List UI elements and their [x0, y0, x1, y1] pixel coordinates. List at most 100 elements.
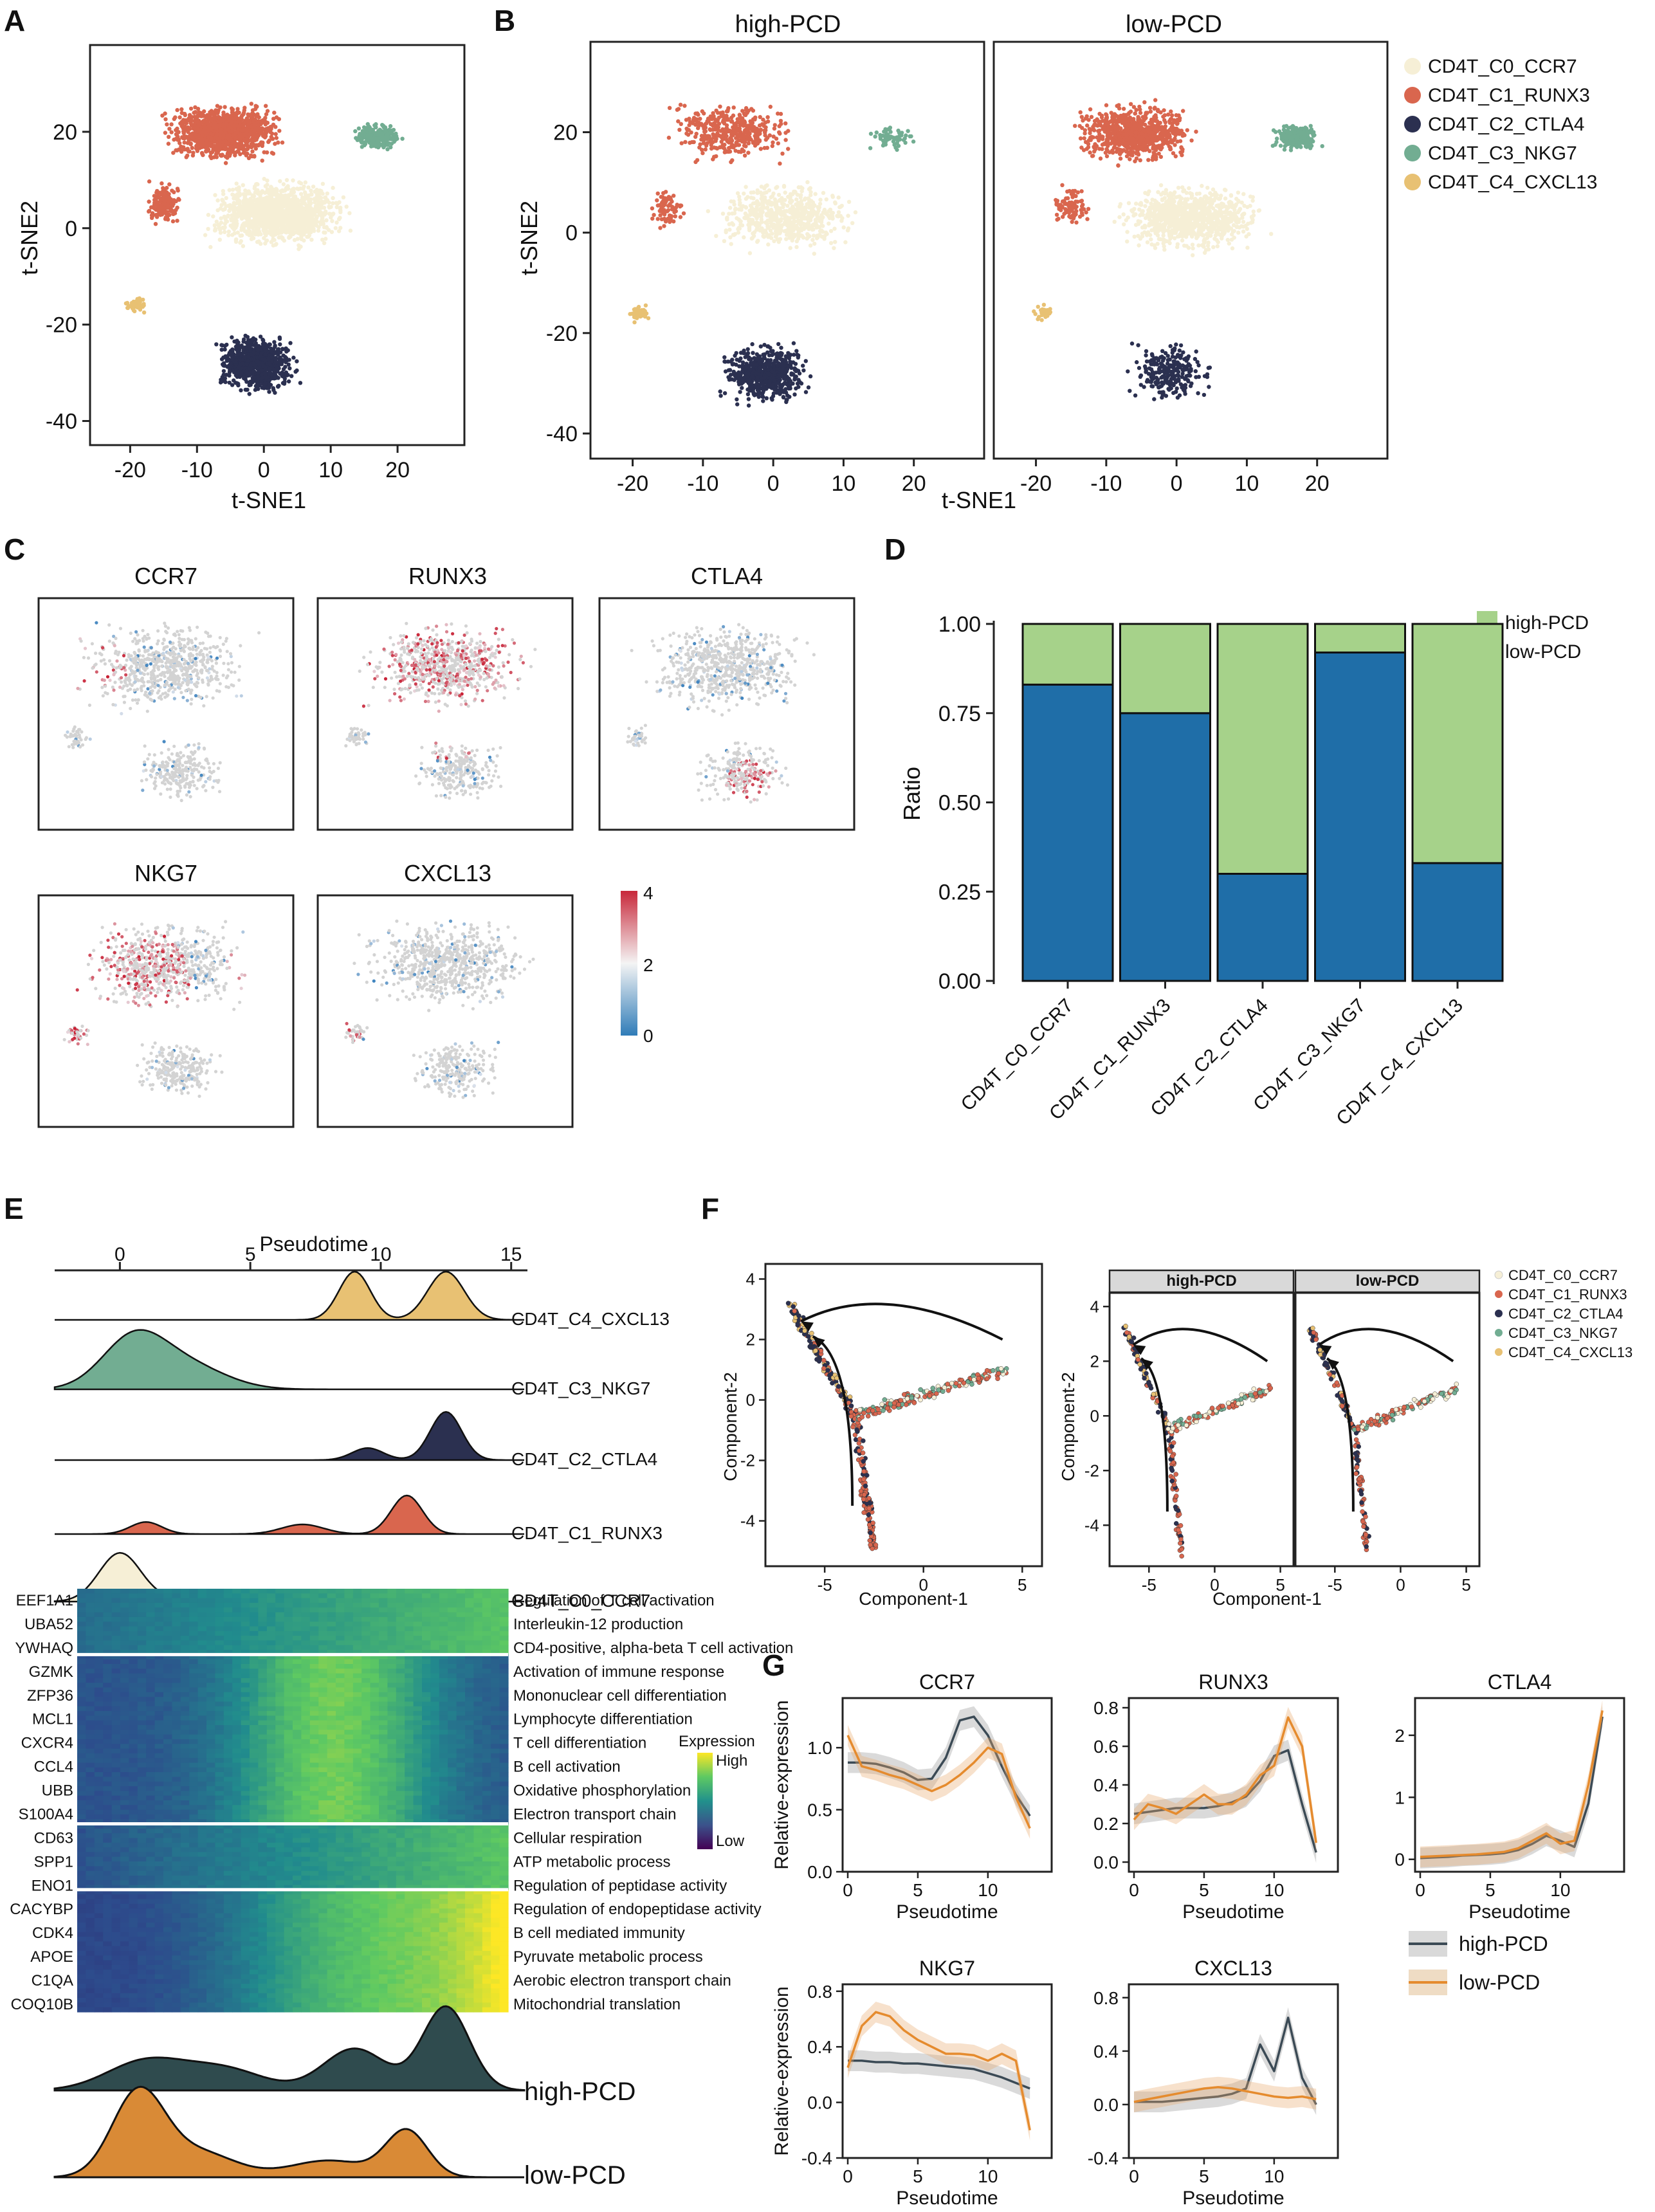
cell-point [258, 334, 263, 339]
cell-point [241, 128, 245, 133]
panel-c-title-cxcl13: CXCL13 [404, 860, 491, 886]
cell-point [385, 131, 390, 136]
cell-point [830, 194, 836, 199]
cell-point [711, 157, 715, 161]
cell-point [833, 240, 837, 244]
cell-point [756, 128, 761, 133]
panel-a-ytick-label: 0 [65, 217, 77, 241]
cell-point [737, 113, 742, 117]
cell-point [788, 246, 792, 250]
cell-point [216, 115, 221, 120]
cell-point [221, 372, 226, 377]
cell-point [811, 210, 816, 214]
cell-point [298, 181, 304, 186]
cell-point [236, 383, 241, 388]
cell-point [291, 178, 295, 183]
cell-point [757, 214, 762, 218]
cell-point [307, 228, 313, 233]
cell-point [762, 145, 767, 151]
cell-point [718, 145, 722, 150]
cell-point [266, 356, 271, 360]
cell-point [253, 104, 258, 108]
cell-point [333, 226, 338, 230]
cell-point [169, 122, 174, 127]
cell-point [272, 214, 277, 219]
cell-point [325, 191, 329, 196]
cell-point [389, 145, 393, 150]
cell-point [765, 183, 769, 188]
cell-point [322, 225, 327, 230]
cell-point [798, 195, 803, 200]
cell-point [223, 161, 228, 165]
cell-point [742, 153, 747, 158]
cell-point [729, 242, 733, 246]
cell-point [247, 229, 252, 233]
cell-point [791, 205, 796, 210]
cell-point [778, 237, 783, 241]
cell-point [233, 344, 239, 349]
cell-point [666, 203, 671, 208]
cell-point [320, 201, 324, 206]
cell-point [190, 132, 194, 136]
cell-point [731, 105, 736, 110]
cell-point [757, 223, 762, 227]
cell-point [724, 228, 728, 233]
cell-point [272, 111, 277, 115]
cell-point [282, 228, 286, 233]
cell-point [256, 143, 261, 148]
cell-point [753, 115, 758, 120]
legend-label-c2: CD4T_C2_CTLA4 [1428, 114, 1584, 135]
cell-point [256, 387, 261, 391]
cell-point [727, 205, 733, 210]
cell-point [227, 118, 232, 123]
cell-point [791, 219, 796, 224]
cell-point [787, 228, 791, 233]
cell-point [736, 143, 740, 147]
cell-point [367, 127, 372, 132]
cell-point [286, 372, 290, 378]
cell-point [165, 122, 169, 127]
cell-point [263, 349, 268, 353]
cell-point [176, 147, 181, 152]
cell-point [252, 124, 257, 129]
cell-point [663, 190, 668, 194]
cell-point [206, 212, 211, 217]
cell-point [265, 343, 270, 348]
cell-point [233, 120, 237, 125]
cell-point [652, 213, 656, 217]
cell-point [684, 131, 689, 136]
cell-point [678, 102, 683, 107]
cell-point [824, 197, 829, 202]
cell-point [284, 178, 289, 183]
cell-point [736, 138, 741, 143]
cell-point [147, 179, 152, 184]
cell-point [728, 235, 733, 240]
cell-point [158, 212, 163, 217]
cell-point [742, 235, 746, 240]
cell-point [223, 105, 227, 109]
cell-point [701, 138, 706, 143]
cell-point [280, 374, 284, 378]
cell-point [736, 230, 741, 235]
cell-point [275, 347, 280, 352]
cell-point [233, 358, 239, 363]
cell-point [232, 209, 237, 214]
cell-point [726, 109, 730, 114]
cell-point [838, 214, 843, 218]
cell-point [147, 199, 151, 204]
cell-point [297, 215, 302, 219]
cell-point [773, 197, 778, 202]
cell-point [765, 233, 770, 238]
panel-b-title-high: high-PCD [735, 11, 841, 38]
cell-point [714, 233, 718, 238]
cell-point [740, 204, 745, 208]
f-legend-label-c2: CD4T_C2_CTLA4 [1508, 1306, 1623, 1322]
cell-point [266, 196, 271, 200]
panel-e-expression-legend: Expression High Low [679, 1733, 755, 1850]
cell-point [697, 145, 702, 150]
cell-point [299, 192, 304, 196]
cell-point [280, 140, 285, 145]
cell-point [309, 188, 313, 193]
cell-point [136, 304, 142, 309]
cell-point [814, 236, 819, 241]
